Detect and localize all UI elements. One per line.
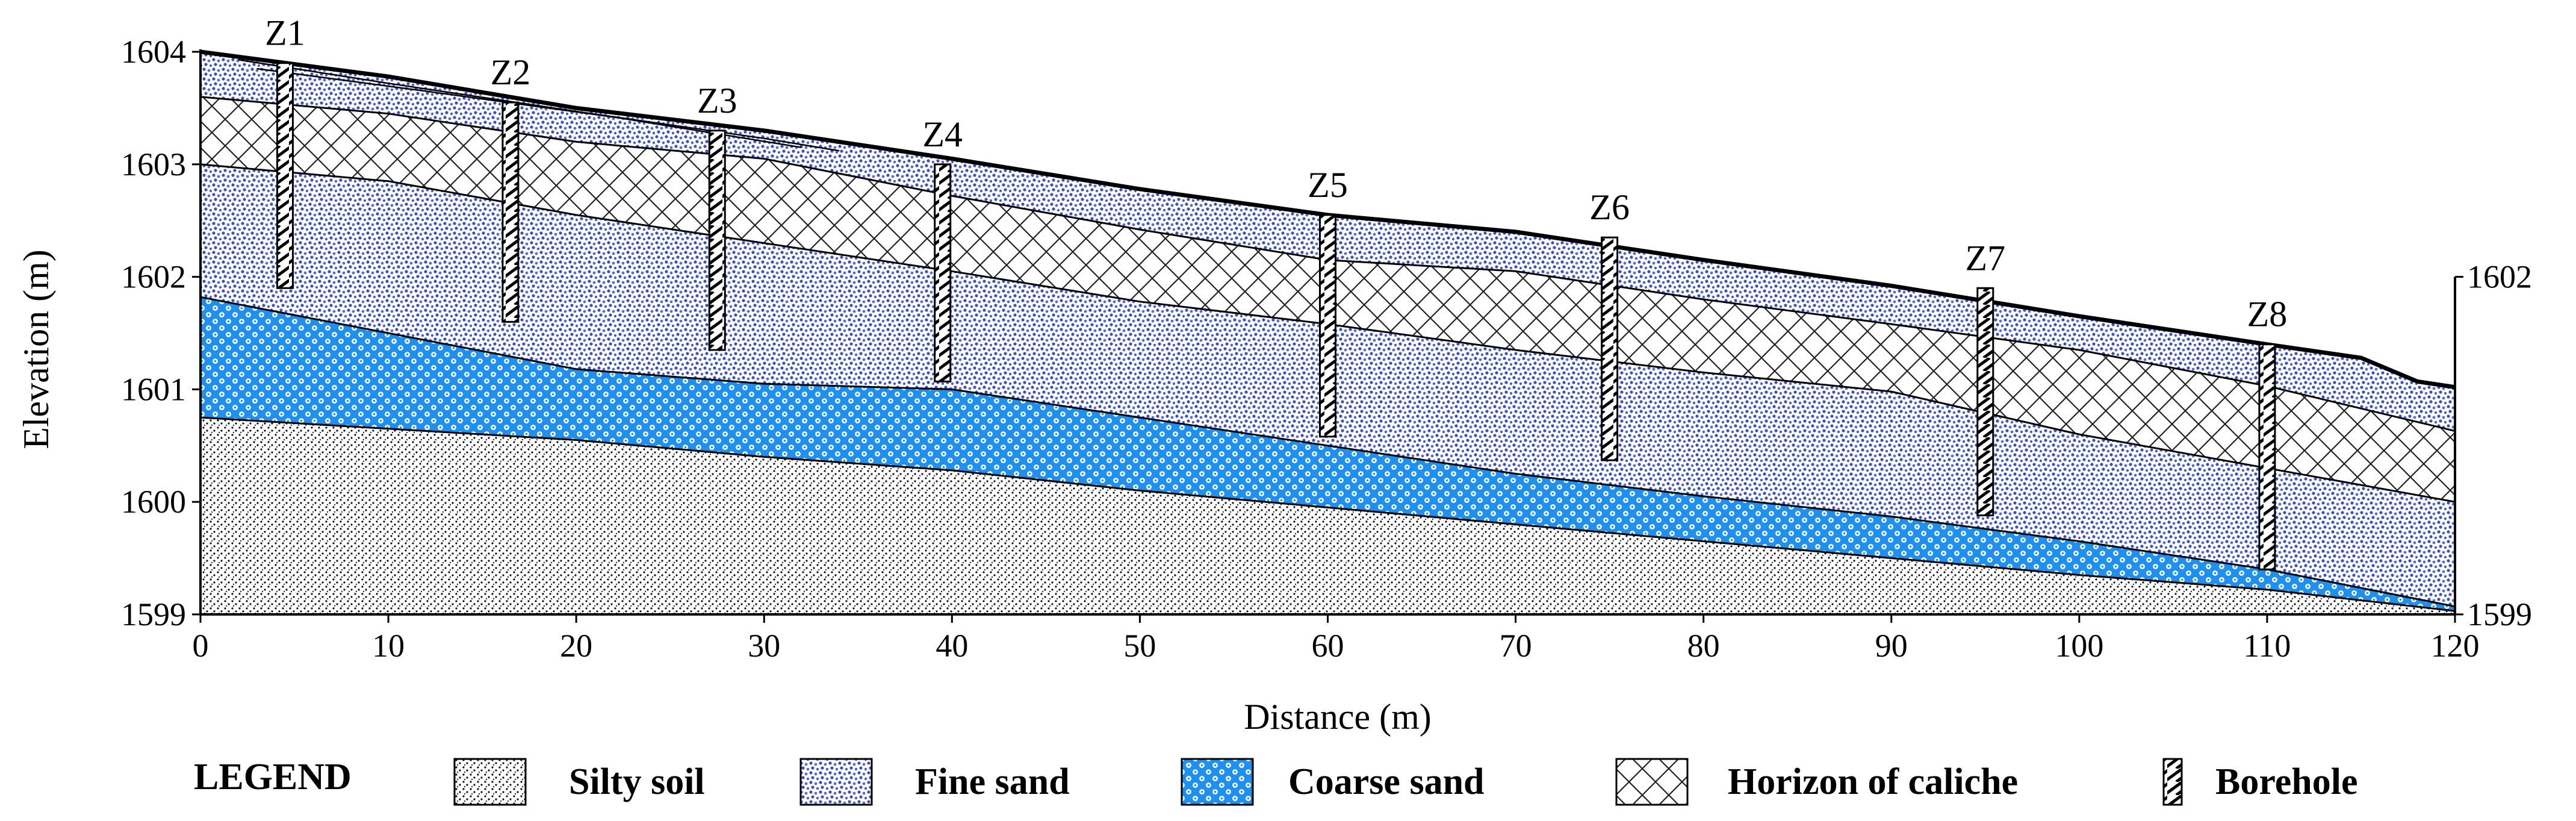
borehole-label-z5: Z5 <box>1308 165 1348 205</box>
x-tick-label: 20 <box>560 628 592 664</box>
legend-label-borehole: Borehole <box>2215 761 2358 802</box>
boreholes: Z1 Z2 Z3 Z4 Z5 Z6 Z7 Z8 <box>265 13 2287 570</box>
legend-swatch-silty <box>453 758 527 806</box>
legend-swatch-borehole <box>2162 758 2183 806</box>
borehole-z7 <box>1976 287 1994 517</box>
y-tick-label: 1603 <box>121 146 186 183</box>
legend-label-coarse: Coarse sand <box>1288 761 1485 802</box>
x-axis-title: Distance (m) <box>1244 697 1432 737</box>
y-tick-label: 1604 <box>121 34 186 70</box>
right-axis-label: 1599 <box>2467 596 2532 632</box>
legend-swatch-caliche <box>1615 758 1689 806</box>
layer-silty-soil-0 <box>200 417 2455 614</box>
legend-swatch-fine <box>799 758 873 806</box>
borehole-z4 <box>934 163 952 382</box>
borehole-label-z6: Z6 <box>1589 187 1630 227</box>
legend-label-silty: Silty soil <box>569 761 705 802</box>
borehole-label-z1: Z1 <box>265 13 305 53</box>
boundary-ground-surface <box>200 49 2456 390</box>
boundary-fine-sand-base <box>200 296 2456 608</box>
borehole-z5 <box>1319 214 1336 438</box>
legend-title: LEGEND <box>194 757 352 798</box>
borehole-label-z3: Z3 <box>697 81 737 120</box>
y-axis-title: Elevation (m) <box>16 249 56 449</box>
x-tick-label: 100 <box>2055 628 2103 664</box>
x-tick-label: 80 <box>1687 628 1720 664</box>
borehole-z2 <box>501 101 520 323</box>
layer-boundary-lines <box>200 49 2456 612</box>
borehole-label-z2: Z2 <box>491 52 531 92</box>
x-tick-label: 10 <box>372 628 405 664</box>
borehole-z3 <box>708 130 726 351</box>
y-tick-label: 1601 <box>121 371 186 407</box>
x-tick-label: 70 <box>1500 628 1532 664</box>
x-tick-label: 90 <box>1875 628 1908 664</box>
y-tick-label: 1602 <box>121 259 186 295</box>
legend: LEGEND Silty soil Fine sand Coarse sand Hor… <box>194 757 2358 806</box>
borehole-z8 <box>2258 343 2276 570</box>
x-tick-label: 0 <box>193 628 209 664</box>
borehole-label-z7: Z7 <box>1965 238 2005 278</box>
x-tick-label: 110 <box>2243 628 2291 664</box>
borehole-label-z8: Z8 <box>2247 295 2288 334</box>
boundary-coarse-sand-base <box>200 416 2456 612</box>
y-tick-label: 1599 <box>121 596 186 632</box>
legend-swatch-coarse <box>1181 758 1254 806</box>
y-tick-label: 1600 <box>121 484 186 520</box>
borehole-z1 <box>276 62 294 289</box>
x-tick-label: 30 <box>748 628 780 664</box>
legend-label-fine: Fine sand <box>915 761 1070 802</box>
right-axis-label: 1602 <box>2467 259 2532 295</box>
legend-label-caliche: Horizon of caliche <box>1728 761 2018 802</box>
near-surface-lens-2 <box>256 67 802 149</box>
borehole-label-z4: Z4 <box>922 114 963 154</box>
axes: 0 10 20 30 40 50 60 70 80 90 100 110 120159916001601… <box>121 34 2532 664</box>
layer-coarse-sand-1 <box>200 297 2455 611</box>
x-tick-label: 120 <box>2431 628 2480 664</box>
x-tick-label: 50 <box>1123 628 1156 664</box>
borehole-z6 <box>1601 236 1619 461</box>
x-tick-label: 60 <box>1312 628 1344 664</box>
x-tick-label: 40 <box>936 628 968 664</box>
